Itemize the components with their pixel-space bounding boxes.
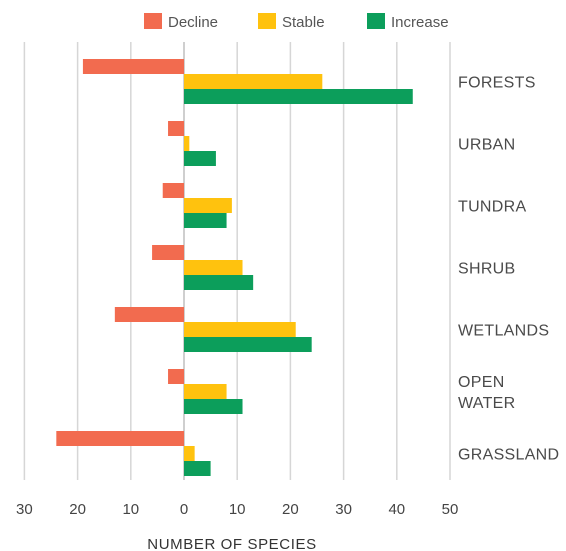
bar-increase-urban <box>184 151 216 166</box>
bar-decline-urban <box>168 121 184 136</box>
bar-increase-grassland <box>184 461 211 476</box>
x-tick-label: 10 <box>122 501 139 518</box>
bar-decline-shrub <box>152 245 184 260</box>
bar-increase-forests <box>184 89 413 104</box>
bar-increase-wetlands <box>184 337 312 352</box>
bar-stable-tundra <box>184 198 232 213</box>
x-tick-label: 30 <box>16 501 33 518</box>
bars <box>56 59 413 476</box>
legend: Decline Stable Increase <box>144 13 449 31</box>
x-tick-label: 50 <box>442 501 459 518</box>
x-tick-label: 0 <box>180 501 188 518</box>
bar-decline-wetlands <box>114 307 184 322</box>
legend-label-stable: Stable <box>282 14 325 31</box>
bar-decline-open-water <box>168 369 184 384</box>
legend-swatch-decline <box>144 13 162 29</box>
category-label-2: TUNDRA <box>458 199 526 216</box>
category-label-1: URBAN <box>458 137 516 154</box>
bar-increase-shrub <box>184 275 254 290</box>
bar-increase-tundra <box>184 213 227 228</box>
legend-swatch-increase <box>367 13 385 29</box>
legend-label-decline: Decline <box>168 14 218 31</box>
category-label-3: SHRUB <box>458 261 516 278</box>
bar-stable-shrub <box>184 260 243 275</box>
bar-stable-urban <box>184 136 190 151</box>
x-tick-label: 20 <box>69 501 86 518</box>
bar-increase-open-water <box>184 399 243 414</box>
category-label-0: FORESTS <box>458 75 536 92</box>
x-tick-label: 30 <box>335 501 352 518</box>
x-tick-label: 40 <box>388 501 405 518</box>
category-labels: FORESTS URBAN TUNDRA SHRUB WETLANDS OPEN WATER… <box>458 75 559 464</box>
category-label-5: OPEN WATER <box>458 374 516 412</box>
legend-label-increase: Increase <box>391 14 449 31</box>
bar-decline-grassland <box>56 431 184 446</box>
x-tick-label: 10 <box>229 501 246 518</box>
bar-stable-open-water <box>184 384 227 399</box>
bar-decline-tundra <box>162 183 184 198</box>
category-label-6: GRASSLAND <box>458 447 559 464</box>
x-tick-labels: 30 20 10 0 10 20 30 40 50 <box>16 501 458 518</box>
legend-swatch-stable <box>258 13 276 29</box>
x-tick-label: 20 <box>282 501 299 518</box>
bar-stable-grassland <box>184 446 195 461</box>
category-label-4: WETLANDS <box>458 323 549 340</box>
bar-stable-wetlands <box>184 322 296 337</box>
bar-stable-forests <box>184 74 323 89</box>
x-axis-title: NUMBER OF SPECIES <box>147 536 316 551</box>
bar-decline-forests <box>82 59 184 74</box>
